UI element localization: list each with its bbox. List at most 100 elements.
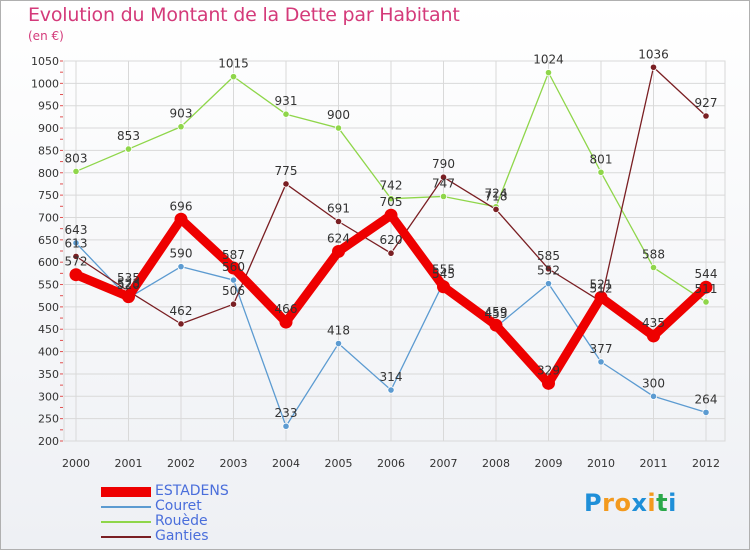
data-point (702, 298, 710, 306)
data-point (387, 195, 395, 203)
data-point (229, 73, 238, 81)
data-point (282, 422, 290, 430)
data-label: 590 (170, 247, 193, 261)
legend-item: Couret (101, 498, 321, 515)
chart-subtitle: (en €) (28, 29, 64, 43)
x-tick-label: 2008 (482, 457, 510, 470)
x-tick-label: 2006 (377, 457, 405, 470)
data-point (542, 376, 555, 390)
data-point (282, 180, 290, 188)
logo-letter: t (656, 489, 669, 517)
data-label: 691 (327, 201, 350, 215)
data-point (597, 358, 605, 366)
data-point (124, 145, 133, 153)
data-point (334, 339, 343, 348)
data-point (649, 263, 658, 272)
legend-swatch (101, 506, 151, 508)
data-point (544, 69, 553, 77)
data-point (229, 276, 238, 284)
data-label: 747 (432, 176, 455, 190)
data-label: 1036 (638, 47, 669, 61)
y-tick-label: 600 (38, 256, 59, 269)
data-point (702, 112, 710, 120)
data-label: 329 (537, 363, 560, 377)
y-tick-label: 400 (38, 346, 59, 359)
data-label: 742 (380, 179, 403, 193)
data-label: 903 (170, 107, 193, 121)
data-point (437, 280, 450, 294)
data-label: 587 (222, 248, 245, 262)
data-label: 511 (695, 282, 718, 296)
data-label: 790 (432, 157, 455, 171)
x-tick-label: 2001 (115, 457, 143, 470)
y-tick-label: 550 (38, 279, 59, 292)
data-point (177, 263, 185, 271)
data-label: 803 (65, 151, 88, 165)
y-tick-label: 500 (38, 301, 59, 314)
data-label: 512 (590, 282, 613, 296)
data-point (699, 280, 713, 294)
x-tick-label: 2009 (535, 457, 563, 470)
proxiti-logo: Proxiti (584, 489, 677, 517)
data-label: 466 (275, 302, 298, 316)
data-label: 544 (695, 267, 718, 281)
data-label: 462 (170, 304, 193, 318)
chart-title: Evolution du Montant de la Dette par Hab… (28, 4, 460, 26)
legend-swatch (101, 521, 151, 523)
data-label: 588 (642, 248, 665, 262)
data-label: 620 (380, 233, 403, 247)
y-tick-label: 650 (38, 234, 59, 247)
data-point (282, 110, 290, 118)
data-label: 435 (642, 316, 665, 330)
data-label: 931 (275, 94, 298, 108)
data-label: 775 (275, 164, 298, 178)
y-tick-label: 300 (38, 390, 59, 403)
data-label: 585 (537, 249, 560, 263)
x-tick-label: 2011 (640, 457, 668, 470)
data-label: 853 (117, 129, 140, 143)
data-label: 377 (590, 342, 613, 356)
logo-letter: o (614, 489, 632, 517)
y-tick-label: 700 (38, 211, 59, 224)
logo-letter: P (584, 489, 603, 517)
data-point (647, 329, 660, 343)
data-point (72, 167, 80, 176)
legend-swatch (101, 487, 151, 497)
legend-item: Ganties (101, 528, 321, 545)
data-label: 418 (327, 324, 350, 338)
data-point (72, 239, 80, 247)
data-point (649, 392, 658, 400)
data-point (597, 168, 605, 176)
data-label: 927 (695, 96, 718, 110)
data-point (229, 300, 238, 308)
data-label: 1024 (533, 53, 564, 67)
y-tick-label: 850 (38, 144, 59, 157)
x-tick-label: 2012 (692, 457, 720, 470)
data-label: 613 (65, 236, 88, 250)
legend-label: ESTADENS (155, 483, 229, 499)
data-label: 552 (537, 264, 560, 278)
logo-letter: x (631, 489, 648, 517)
data-point (227, 261, 240, 275)
data-label: 696 (170, 199, 193, 213)
legend-swatch (101, 536, 151, 538)
y-tick-label: 350 (38, 368, 59, 381)
data-label: 535 (117, 271, 140, 285)
data-point (439, 192, 448, 201)
y-tick-label: 950 (38, 100, 59, 113)
data-point (177, 320, 185, 328)
x-tick-label: 2010 (587, 457, 615, 470)
data-point (387, 249, 395, 257)
data-label: 506 (222, 284, 245, 298)
legend-label: Rouède (155, 513, 208, 529)
data-label: 523 (117, 277, 140, 291)
data-point (174, 212, 188, 226)
legend-label: Couret (155, 498, 202, 514)
data-label: 643 (65, 223, 88, 237)
y-tick-label: 1000 (31, 77, 59, 90)
data-point (489, 318, 503, 332)
logo-letter: i (668, 489, 677, 517)
data-label: 624 (327, 231, 350, 245)
data-point (702, 408, 710, 416)
